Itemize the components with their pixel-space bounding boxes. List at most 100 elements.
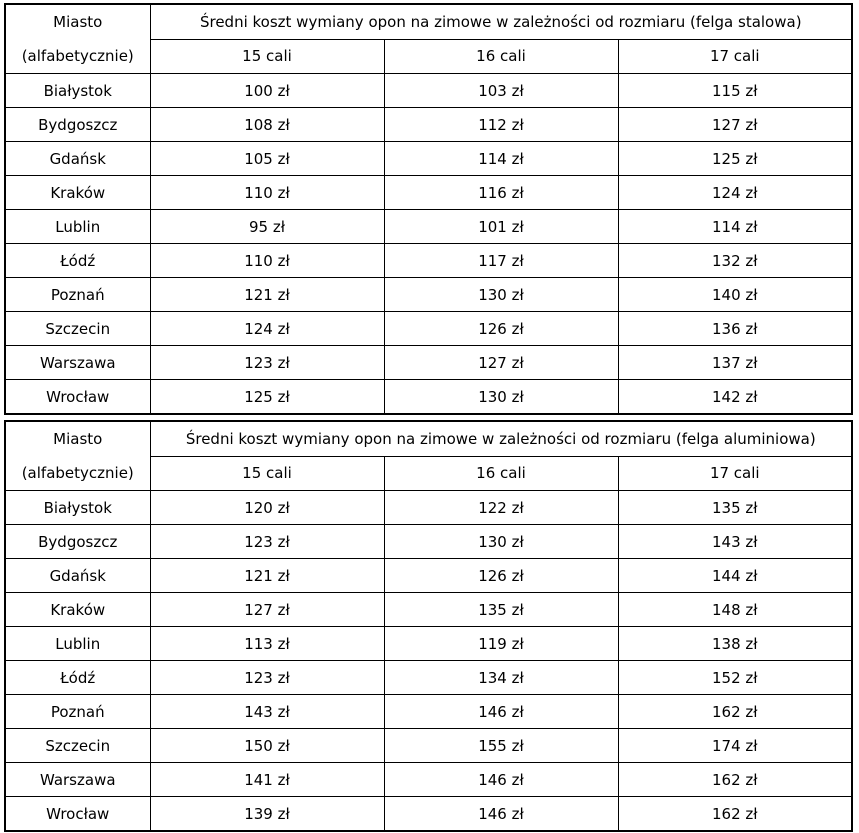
table-row: Łódź 110 zł 117 zł 132 zł [4,243,853,278]
table-row: Warszawa 123 zł 127 zł 137 zł [4,345,853,380]
price-cell: 162 zł [617,694,853,729]
price-cell: 138 zł [617,626,853,661]
city-cell: Szczecin [4,728,151,763]
table-row: Bydgoszcz 123 zł 130 zł 143 zł [4,524,853,559]
price-cell: 121 zł [149,558,385,593]
city-cell: Lublin [4,209,151,244]
column-header-16-cali: 16 cali [383,38,619,74]
price-cell: 123 zł [149,660,385,695]
price-cell: 100 zł [149,73,385,108]
price-cell: 105 zł [149,141,385,176]
price-cell: 125 zł [617,141,853,176]
price-cell: 130 zł [383,524,619,559]
city-cell: Gdańsk [4,558,151,593]
price-cell: 123 zł [149,524,385,559]
city-cell: Warszawa [4,762,151,797]
city-header-line2: (alfabetycznie) [21,464,134,482]
table-title: Średni koszt wymiany opon na zimowe w za… [149,3,853,40]
price-cell: 150 zł [149,728,385,763]
price-cell: 135 zł [617,490,853,525]
aluminium-rim-table-body: Białystok 120 zł 122 zł 135 zł Bydgoszcz 123 … [4,490,853,832]
price-cell: 114 zł [617,209,853,244]
column-header-15-cali: 15 cali [149,455,385,491]
city-header-line2: (alfabetycznie) [21,47,134,65]
price-cell: 127 zł [617,107,853,142]
table-row: Poznań 143 zł 146 zł 162 zł [4,694,853,729]
price-cell: 162 zł [617,762,853,797]
table-row: Wrocław 125 zł 130 zł 142 zł [4,379,853,415]
price-cell: 134 zł [383,660,619,695]
table-row: Szczecin 124 zł 126 zł 136 zł [4,311,853,346]
table-row: Lublin 113 zł 119 zł 138 zł [4,626,853,661]
table-row: Łódź 123 zł 134 zł 152 zł [4,660,853,695]
table-row: Bydgoszcz 108 zł 112 zł 127 zł [4,107,853,142]
city-header-line1: Miasto [53,430,103,448]
city-header-line1: Miasto [53,13,103,31]
price-cell: 123 zł [149,345,385,380]
price-cell: 130 zł [383,277,619,312]
price-cell: 125 zł [149,379,385,415]
price-cell: 155 zł [383,728,619,763]
price-cell: 101 zł [383,209,619,244]
city-cell: Warszawa [4,345,151,380]
price-cell: 162 zł [617,796,853,832]
city-column-header: Miasto (alfabetycznie) [4,420,151,491]
table-row: Białystok 100 zł 103 zł 115 zł [4,73,853,108]
table-header-row-1: Miasto (alfabetycznie) Średni koszt wymia… [4,420,853,491]
city-cell: Poznań [4,277,151,312]
price-cell: 144 zł [617,558,853,593]
price-cell: 124 zł [617,175,853,210]
price-cell: 139 zł [149,796,385,832]
price-cell: 146 zł [383,796,619,832]
price-cell: 127 zł [383,345,619,380]
city-cell: Poznań [4,694,151,729]
column-header-17-cali: 17 cali [617,455,853,491]
price-cell: 110 zł [149,243,385,278]
price-cell: 120 zł [149,490,385,525]
price-cell: 95 zł [149,209,385,244]
price-cell: 141 zł [149,762,385,797]
price-cell: 130 zł [383,379,619,415]
price-cell: 152 zł [617,660,853,695]
table-row: Warszawa 141 zł 146 zł 162 zł [4,762,853,797]
price-cell: 116 zł [383,175,619,210]
aluminium-rim-price-table: Miasto (alfabetycznie) Średni koszt wymia… [4,420,854,832]
steel-rim-price-table: Miasto (alfabetycznie) Średni koszt wymia… [4,3,854,415]
city-cell: Bydgoszcz [4,107,151,142]
table-title: Średni koszt wymiany opon na zimowe w za… [149,420,853,457]
price-cell: 174 zł [617,728,853,763]
steel-rim-table-body: Białystok 100 zł 103 zł 115 zł Bydgoszcz 108 … [4,73,853,415]
city-cell: Wrocław [4,796,151,832]
city-cell: Łódź [4,660,151,695]
column-header-16-cali: 16 cali [383,455,619,491]
column-header-17-cali: 17 cali [617,38,853,74]
price-cell: 115 zł [617,73,853,108]
price-cell: 137 zł [617,345,853,380]
price-cell: 114 zł [383,141,619,176]
price-cell: 140 zł [617,277,853,312]
price-cell: 126 zł [383,558,619,593]
column-header-15-cali: 15 cali [149,38,385,74]
price-cell: 117 zł [383,243,619,278]
price-cell: 112 zł [383,107,619,142]
table-row: Gdańsk 105 zł 114 zł 125 zł [4,141,853,176]
price-cell: 110 zł [149,175,385,210]
price-cell: 136 zł [617,311,853,346]
price-cell: 135 zł [383,592,619,627]
table-row: Wrocław 139 zł 146 zł 162 zł [4,796,853,832]
price-cell: 143 zł [149,694,385,729]
table-row: Lublin 95 zł 101 zł 114 zł [4,209,853,244]
table-row: Poznań 121 zł 130 zł 140 zł [4,277,853,312]
table-row: Białystok 120 zł 122 zł 135 zł [4,490,853,525]
table-row: Kraków 127 zł 135 zł 148 zł [4,592,853,627]
price-cell: 103 zł [383,73,619,108]
city-cell: Białystok [4,73,151,108]
city-cell: Szczecin [4,311,151,346]
price-cell: 148 zł [617,592,853,627]
table-header-row-1: Miasto (alfabetycznie) Średni koszt wymia… [4,3,853,74]
table-header-row-2: 15 cali 16 cali 17 cali [5,455,853,491]
price-cell: 124 zł [149,311,385,346]
price-cell: 113 zł [149,626,385,661]
city-cell: Łódź [4,243,151,278]
city-cell: Bydgoszcz [4,524,151,559]
